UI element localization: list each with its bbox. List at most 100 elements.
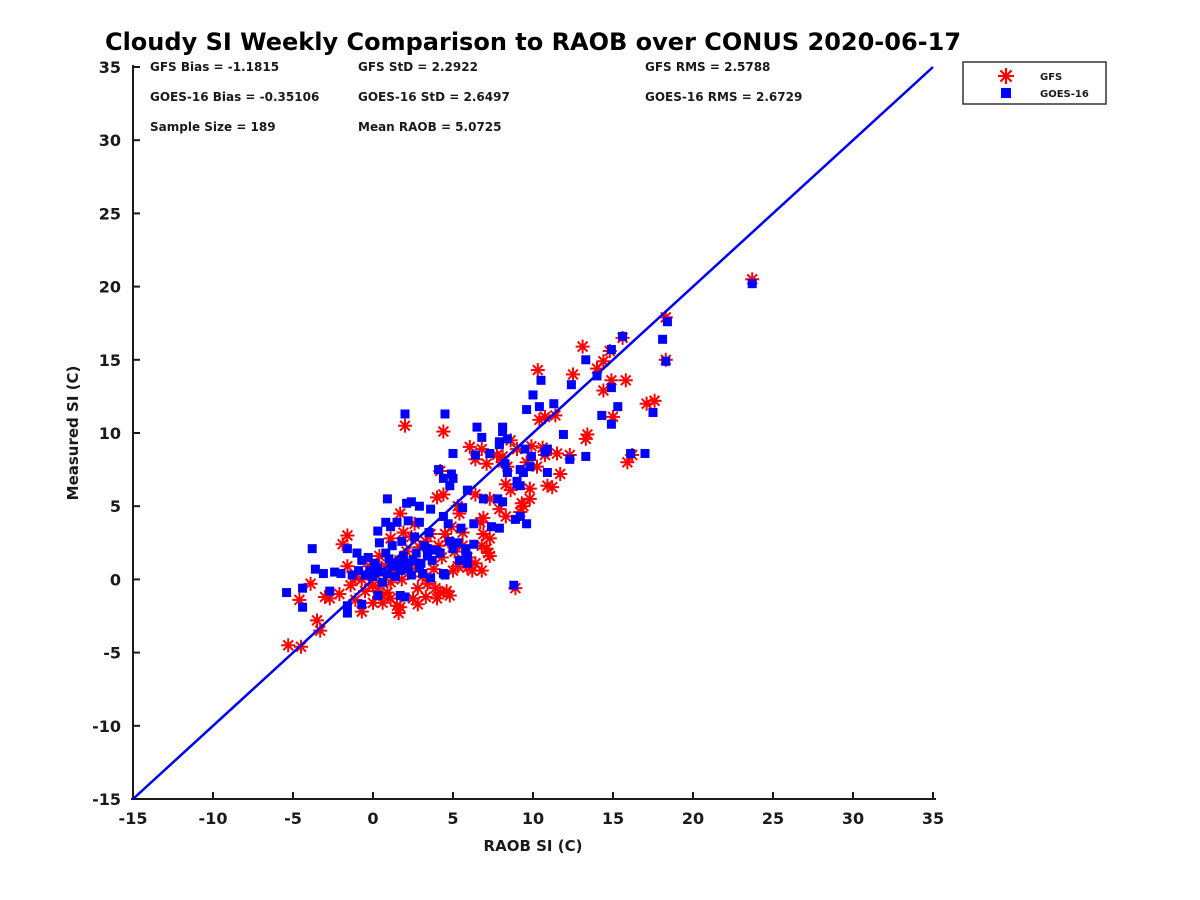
x-tick-label: 10: [522, 809, 544, 828]
goes-16-point: [485, 448, 495, 458]
gfs-point: [550, 446, 564, 461]
goes-16-point: [400, 592, 410, 602]
x-axis-label: RAOB SI (C): [484, 837, 583, 855]
y-tick-label: 20: [99, 278, 121, 297]
goes-16-point: [406, 570, 416, 580]
goes-16-point: [502, 468, 512, 478]
goes-16-point: [422, 551, 432, 561]
gfs-point: [420, 576, 435, 591]
y-tick-label: 30: [99, 131, 121, 150]
goes-16-point: [381, 517, 391, 527]
gfs-point: [436, 424, 451, 439]
stat-gfs-bias: GFS Bias = -1.1815: [150, 60, 280, 74]
goes-16-point: [395, 566, 405, 576]
identity-line: [132, 66, 934, 800]
gfs-point: [639, 396, 654, 411]
goes-16-point: [566, 380, 576, 390]
goes-16-point: [542, 468, 552, 478]
goes-16-point: [461, 544, 471, 554]
goes-16-point: [658, 334, 668, 344]
goes-16-point: [469, 539, 479, 549]
goes-16-point: [400, 558, 410, 568]
gfs-point: [418, 589, 433, 604]
x-tick-label: 15: [602, 809, 624, 828]
goes-16-point: [512, 479, 522, 489]
goes-16-point: [448, 544, 458, 554]
gfs-point: [566, 367, 580, 382]
x-tick-label: 20: [682, 809, 704, 828]
goes-16-point: [472, 422, 482, 432]
goes-16-point: [373, 526, 383, 536]
goes-16-point: [520, 444, 530, 454]
y-tick-label: -5: [103, 644, 121, 663]
goes-16-point: [426, 504, 436, 514]
stat-mean-raob: Mean RAOB = 5.0725: [358, 120, 502, 134]
goes-16-point: [536, 375, 546, 385]
goes-16-point: [613, 402, 623, 412]
y-tick-label: 5: [110, 497, 121, 516]
gfs-point: [553, 466, 568, 481]
goes-16-point: [454, 555, 464, 565]
goes-16-point: [426, 573, 436, 583]
goes-16-point: [387, 561, 397, 571]
goes-16-point: [382, 569, 392, 579]
gfs-point: [575, 339, 590, 354]
y-tick-label: 35: [99, 58, 121, 77]
goes-16-point: [419, 541, 429, 551]
goes-16-point: [493, 494, 503, 504]
goes-16-point: [427, 555, 437, 565]
goes-16-point: [374, 538, 384, 548]
y-tick-label: 15: [99, 351, 121, 370]
goes-16-point: [440, 409, 450, 419]
goes-16-point: [522, 405, 532, 415]
gfs-point: [318, 589, 332, 604]
goes-16-point: [661, 356, 671, 366]
goes-16-point: [581, 451, 591, 461]
y-tick-label: -15: [92, 790, 121, 809]
goes-16-point: [354, 566, 364, 576]
x-tick-label: 5: [447, 809, 458, 828]
goes-16-point: [400, 409, 410, 419]
goes-16-point: [386, 522, 396, 532]
goes-16-point: [395, 591, 405, 601]
goes-16-point: [662, 317, 672, 327]
x-tick-label: 35: [922, 809, 944, 828]
goes-16-point: [318, 569, 328, 579]
goes-16-point: [435, 548, 445, 558]
goes-16-point: [549, 399, 559, 409]
stat-gfs-std: GFS StD = 2.2922: [358, 60, 478, 74]
gfs-point: [548, 408, 563, 423]
goes-16-point: [336, 569, 346, 579]
goes-16-point: [378, 577, 388, 587]
gfs-point: [578, 431, 593, 446]
goes-16-point: [298, 583, 308, 593]
goes-16-point: [443, 519, 453, 529]
gfs-point: [516, 499, 531, 514]
goes-16-point: [384, 554, 394, 564]
goes-16-point: [403, 564, 413, 574]
legend-marker-gfs: [998, 68, 1014, 84]
stat-gfs-rms: GFS RMS = 2.5788: [645, 60, 771, 74]
goes-16-point: [445, 536, 455, 546]
goes-16-point: [397, 536, 407, 546]
goes-16-point: [502, 434, 512, 444]
goes-16-point: [360, 570, 370, 580]
x-tick-label: -15: [119, 809, 148, 828]
goes-16-point: [640, 448, 650, 458]
goes-16-point: [581, 355, 591, 365]
goes-16-point: [534, 402, 544, 412]
gfs-point: [430, 490, 444, 505]
goes-16-point: [373, 591, 383, 601]
legend-marker-goes-16: [1001, 88, 1011, 98]
goes-16-point: [526, 451, 536, 461]
gfs-point: [391, 606, 406, 621]
goes-16-point: [606, 383, 616, 393]
goes-16-point: [381, 548, 391, 558]
goes-16-point: [540, 447, 550, 457]
goes-16-point: [325, 586, 335, 596]
goes-16-point: [498, 427, 508, 437]
stat-goes16-bias: GOES-16 Bias = -0.35106: [150, 90, 320, 104]
y-tick-label: 25: [99, 204, 121, 223]
goes-16-point: [510, 514, 520, 524]
y-tick-label: 10: [99, 424, 121, 443]
